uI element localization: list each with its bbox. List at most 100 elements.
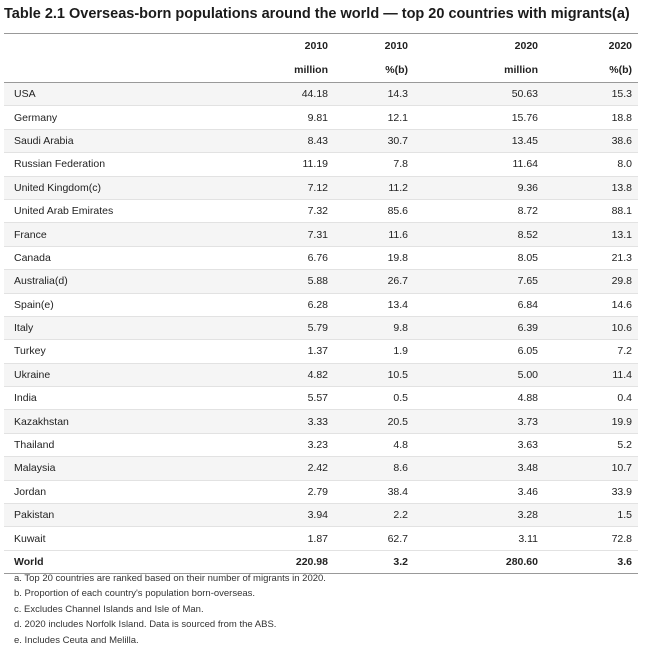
value-cell: 220.98 [204, 550, 334, 575]
value-cell: 8.43 [204, 129, 334, 154]
value-cell: 8.52 [414, 222, 544, 247]
value-cell: 9.36 [414, 176, 544, 200]
country-cell: Turkey [4, 339, 204, 364]
value-cell: 3.94 [204, 503, 334, 528]
value-cell: 15.3 [544, 82, 638, 107]
value-cell: 2.2 [334, 503, 414, 528]
value-cell: 10.7 [544, 456, 638, 481]
value-cell: 6.28 [204, 293, 334, 317]
value-cell: 5.88 [204, 269, 334, 294]
value-cell: 13.4 [334, 293, 414, 317]
value-cell: 11.2 [334, 176, 414, 200]
value-cell: 7.2 [544, 339, 638, 364]
value-cell: 6.84 [414, 293, 544, 317]
footnote: c. Excludes Channel Islands and Isle of … [14, 603, 204, 615]
table-row: France 7.31 11.6 8.52 13.1 [4, 222, 638, 247]
footnote: e. Includes Ceuta and Melilla. [14, 634, 139, 646]
header-unit: %(b) [609, 64, 632, 76]
value-cell: 6.05 [414, 339, 544, 364]
table-row: Kuwait 1.87 62.7 3.11 72.8 [4, 526, 638, 551]
value-cell: 8.6 [334, 456, 414, 481]
value-cell: 7.65 [414, 269, 544, 294]
country-cell: Thailand [4, 433, 204, 458]
header-unit: million [294, 64, 328, 76]
country-cell: Kazakhstan [4, 409, 204, 434]
header-year: 2010 [384, 40, 408, 52]
table-row: Turkey 1.37 1.9 6.05 7.2 [4, 339, 638, 364]
value-cell: 19.8 [334, 246, 414, 271]
value-cell: 3.11 [414, 526, 544, 551]
header-blank [4, 58, 204, 83]
value-cell: 11.6 [334, 222, 414, 247]
value-cell: 7.8 [334, 152, 414, 177]
value-cell: 13.8 [544, 176, 638, 200]
value-cell: 14.6 [544, 293, 638, 317]
table-row: United Arab Emirates 7.32 85.6 8.72 88.1 [4, 199, 638, 224]
table-row: Thailand 3.23 4.8 3.63 5.2 [4, 433, 638, 458]
country-cell: Germany [4, 105, 204, 130]
country-cell: Pakistan [4, 503, 204, 528]
footnote: a. Top 20 countries are ranked based on … [14, 573, 326, 584]
value-cell: 33.9 [544, 480, 638, 505]
table-row: Malaysia 2.42 8.6 3.48 10.7 [4, 456, 638, 481]
country-cell: France [4, 222, 204, 247]
value-cell: 3.23 [204, 433, 334, 458]
value-cell: 14.3 [334, 82, 414, 107]
value-cell: 5.79 [204, 316, 334, 341]
country-cell: Canada [4, 246, 204, 271]
country-cell: Kuwait [4, 526, 204, 551]
table-row: Ukraine 4.82 10.5 5.00 11.4 [4, 363, 638, 388]
table-row: Saudi Arabia 8.43 30.7 13.45 38.6 [4, 129, 638, 154]
country-cell: Spain(e) [4, 293, 204, 317]
table-header: 2010 2010 2020 2020 million %(b) million… [4, 33, 638, 83]
header-row-units: million %(b) million %(b) [4, 58, 638, 83]
country-cell: World [4, 550, 204, 575]
footnotes: a. Top 20 countries are ranked based on … [14, 571, 326, 648]
value-cell: 44.18 [204, 82, 334, 107]
value-cell: 11.64 [414, 152, 544, 177]
value-cell: 21.3 [544, 246, 638, 271]
value-cell: 4.82 [204, 363, 334, 388]
header-year: 2020 [608, 40, 632, 52]
footnote: d. 2020 includes Norfolk Island. Data is… [14, 619, 277, 631]
header-year: 2020 [514, 40, 538, 52]
country-cell: Jordan [4, 480, 204, 505]
value-cell: 3.46 [414, 480, 544, 505]
value-cell: 10.5 [334, 363, 414, 388]
table-row: Kazakhstan 3.33 20.5 3.73 19.9 [4, 409, 638, 434]
value-cell: 7.12 [204, 176, 334, 200]
value-cell: 13.1 [544, 222, 638, 247]
country-cell: Italy [4, 316, 204, 341]
country-cell: India [4, 386, 204, 411]
value-cell: 4.88 [414, 386, 544, 411]
value-cell: 3.6 [544, 550, 638, 575]
value-cell: 10.6 [544, 316, 638, 341]
value-cell: 12.1 [334, 105, 414, 130]
header-year: 2010 [304, 40, 328, 52]
header-blank [4, 34, 204, 59]
value-cell: 30.7 [334, 129, 414, 154]
value-cell: 15.76 [414, 105, 544, 130]
country-cell: Malaysia [4, 456, 204, 481]
value-cell: 9.8 [334, 316, 414, 341]
header-row-years: 2010 2010 2020 2020 [4, 33, 638, 59]
value-cell: 9.81 [204, 105, 334, 130]
value-cell: 7.32 [204, 199, 334, 224]
value-cell: 2.79 [204, 480, 334, 505]
table-row: Spain(e) 6.28 13.4 6.84 14.6 [4, 293, 638, 317]
country-cell: Saudi Arabia [4, 129, 204, 154]
country-cell: USA [4, 82, 204, 107]
value-cell: 38.4 [334, 480, 414, 505]
value-cell: 3.28 [414, 503, 544, 528]
value-cell: 6.39 [414, 316, 544, 341]
value-cell: 13.45 [414, 129, 544, 154]
value-cell: 5.57 [204, 386, 334, 411]
value-cell: 3.33 [204, 409, 334, 434]
country-cell: Russian Federation [4, 152, 204, 177]
value-cell: 2.42 [204, 456, 334, 481]
table-row: United Kingdom(c) 7.12 11.2 9.36 13.8 [4, 176, 638, 200]
value-cell: 85.6 [334, 199, 414, 224]
table-row: Germany 9.81 12.1 15.76 18.8 [4, 105, 638, 130]
value-cell: 7.31 [204, 222, 334, 247]
value-cell: 280.60 [414, 550, 544, 575]
